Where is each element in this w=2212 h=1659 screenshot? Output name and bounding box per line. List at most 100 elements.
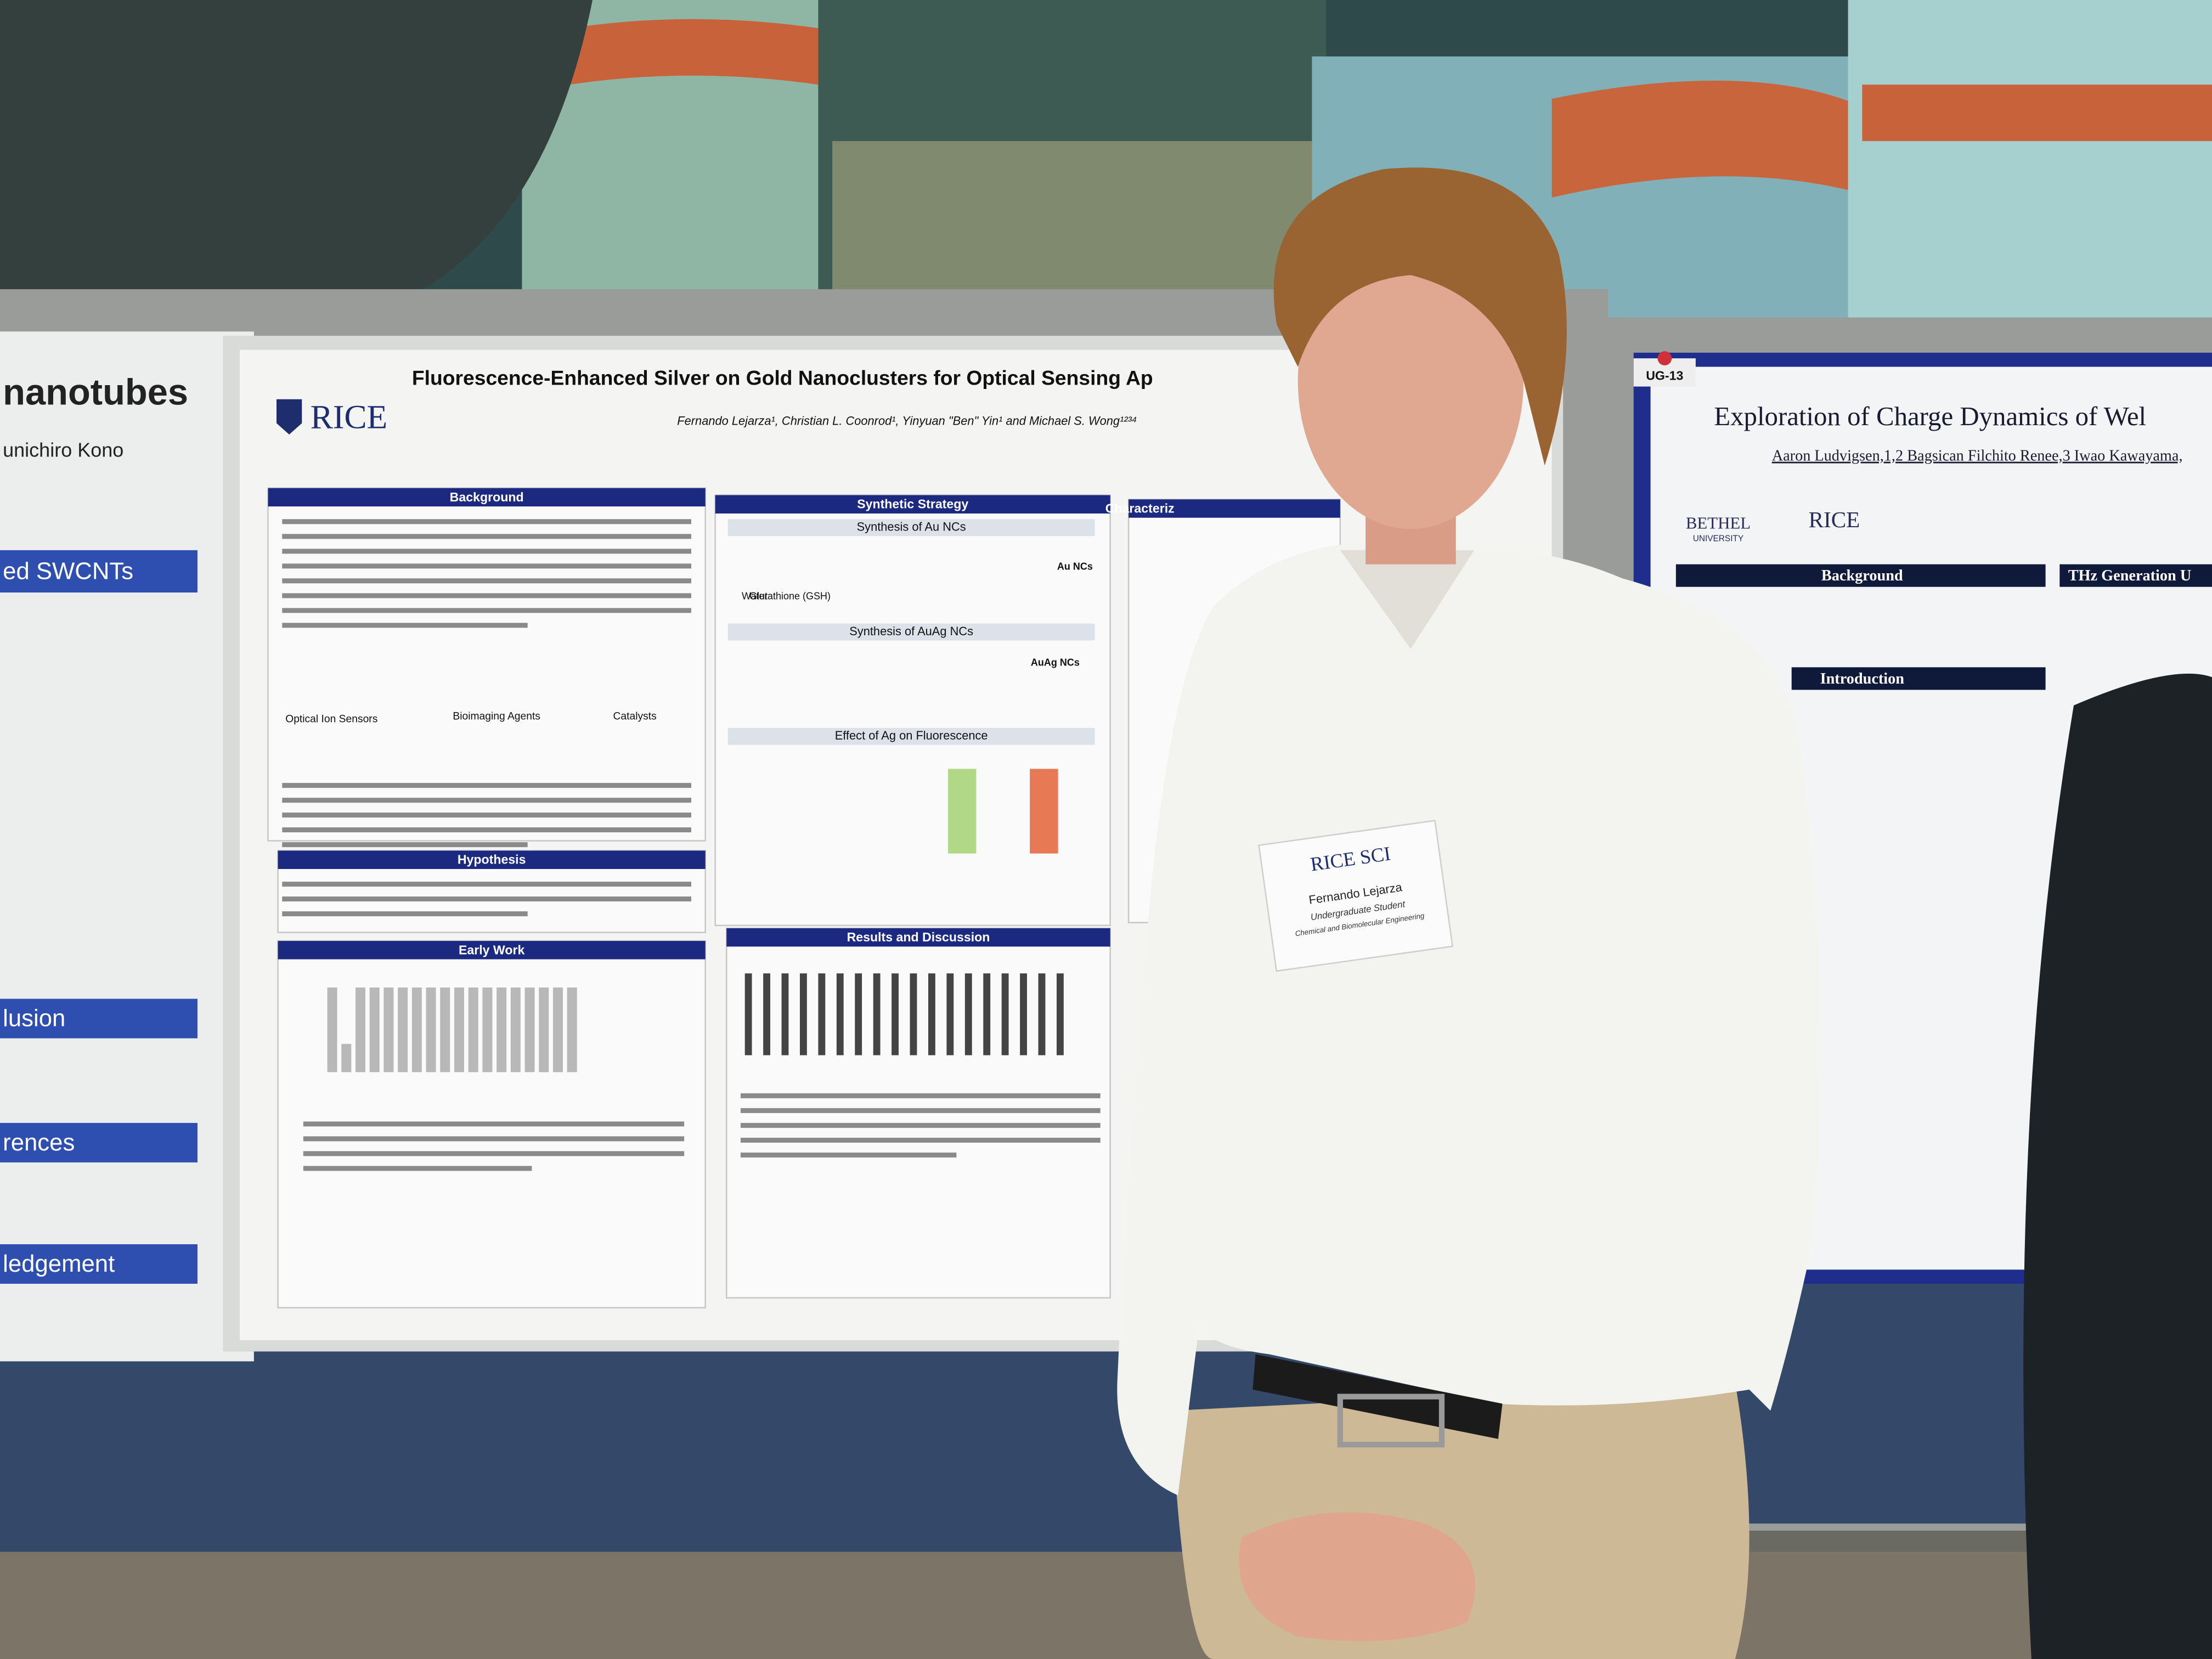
text-line bbox=[741, 1137, 1101, 1143]
figure-bar bbox=[1038, 973, 1046, 1056]
section-group: Background Synthetic Strategy Characteriz H… bbox=[267, 487, 1341, 1308]
left-poster bbox=[0, 331, 254, 1362]
subsection-title: Effect of Ag on Fluorescence bbox=[835, 729, 988, 742]
text-line bbox=[282, 842, 528, 848]
section-header bbox=[715, 495, 1110, 514]
staircase bbox=[0, 0, 592, 290]
text-line bbox=[741, 1093, 1101, 1098]
hands bbox=[1239, 1512, 1475, 1641]
figure-bar bbox=[983, 973, 991, 1056]
figure-label: Water bbox=[742, 590, 768, 601]
poster-author: unichiro Kono bbox=[3, 438, 123, 461]
section-header bbox=[1128, 499, 1340, 518]
subsection-bar bbox=[727, 519, 1095, 537]
section-header bbox=[0, 1122, 198, 1163]
figure-bar bbox=[426, 988, 436, 1073]
figure-bar bbox=[411, 988, 422, 1073]
logo: UNIVERSITY bbox=[1693, 534, 1743, 543]
section-title: Synthetic Strategy bbox=[857, 497, 968, 511]
figure-bar bbox=[1020, 973, 1027, 1056]
section-title: Results and Discussion bbox=[847, 930, 990, 944]
section-header bbox=[278, 850, 706, 869]
subsection-title: Synthesis of Au NCs bbox=[857, 520, 966, 533]
text-line bbox=[741, 1108, 1101, 1113]
figure-bar bbox=[482, 988, 493, 1073]
panel bbox=[267, 487, 706, 842]
figure-bar bbox=[910, 973, 917, 1056]
subsection-title: Synthesis of AuAg NCs bbox=[849, 624, 973, 638]
text-line bbox=[282, 882, 691, 887]
text-line bbox=[282, 812, 691, 818]
section-header bbox=[726, 928, 1110, 947]
text-line bbox=[303, 1136, 685, 1142]
section-title: Hypothesis bbox=[458, 853, 526, 867]
section-header bbox=[2059, 564, 2212, 587]
pillar-band bbox=[529, 19, 819, 92]
vial bbox=[1030, 769, 1058, 854]
figure-bar bbox=[800, 973, 807, 1056]
text-line bbox=[282, 549, 691, 554]
floor bbox=[0, 1551, 2212, 1659]
figure-bar bbox=[836, 973, 844, 1056]
text-line bbox=[282, 534, 691, 539]
figure-bar bbox=[553, 988, 563, 1073]
section-title: Introduction bbox=[1820, 670, 1905, 687]
figure-bar bbox=[855, 973, 862, 1056]
name-badge bbox=[1258, 820, 1454, 972]
figure-label: Au NCs bbox=[1057, 561, 1093, 572]
text-line bbox=[282, 827, 691, 833]
text-line bbox=[741, 1152, 957, 1158]
text-line bbox=[282, 783, 691, 788]
text-line bbox=[282, 563, 691, 569]
section-title: ed SWCNTs bbox=[3, 558, 133, 585]
text-line bbox=[282, 593, 691, 599]
section-title: lusion bbox=[3, 1005, 65, 1032]
poster-tag: UG-13 bbox=[1646, 369, 1683, 383]
text-line bbox=[282, 519, 691, 524]
section-title: ledgement bbox=[3, 1250, 115, 1277]
figure-bar bbox=[873, 973, 881, 1056]
figure-bar bbox=[946, 973, 954, 1056]
section-header bbox=[0, 550, 198, 592]
figure-bar bbox=[356, 988, 365, 1073]
pillar bbox=[1848, 0, 2212, 325]
figure-bar bbox=[496, 988, 507, 1073]
section-header bbox=[1791, 667, 2046, 690]
figure-bar bbox=[891, 973, 899, 1056]
figure-bar bbox=[781, 973, 789, 1056]
section-header bbox=[268, 488, 706, 507]
pillar-band bbox=[1862, 84, 2212, 142]
figure-bar bbox=[1001, 973, 1009, 1056]
figure-bar bbox=[327, 988, 337, 1073]
vial bbox=[948, 769, 977, 854]
section-title: rences bbox=[3, 1129, 75, 1156]
poster-title: Fluorescence-Enhanced Silver on Gold Nan… bbox=[412, 366, 1153, 390]
figure-bar bbox=[539, 988, 549, 1073]
text-line bbox=[741, 1122, 1101, 1128]
face bbox=[1297, 233, 1524, 529]
figure-bar bbox=[454, 988, 464, 1073]
wall-band bbox=[1551, 80, 1876, 198]
text-line bbox=[282, 623, 528, 628]
text-line bbox=[282, 578, 691, 584]
figure-bar bbox=[964, 973, 972, 1056]
section-header bbox=[278, 941, 706, 960]
collar bbox=[1340, 550, 1475, 649]
section-title: Background bbox=[450, 490, 524, 504]
poster-title: nanotubes bbox=[3, 372, 188, 413]
figure-label: AuAg NCs bbox=[1031, 657, 1080, 668]
text-line bbox=[282, 798, 691, 803]
poster-title: Exploration of Charge Dynamics of Wel bbox=[1714, 401, 2146, 431]
section-header bbox=[0, 998, 198, 1039]
hair bbox=[1273, 167, 1567, 466]
figure-bar bbox=[928, 973, 935, 1056]
figure-bar bbox=[510, 988, 521, 1073]
shirt bbox=[1117, 543, 1821, 1496]
poster-authors: Aaron Ludvigsen,1,2 Bagsican Filchito Re… bbox=[1772, 448, 2183, 465]
figure-bar bbox=[398, 988, 408, 1073]
section-title: Early Work bbox=[459, 943, 525, 957]
section-title: Background bbox=[1821, 567, 1903, 584]
figure-label: Bioimaging Agents bbox=[453, 710, 540, 722]
